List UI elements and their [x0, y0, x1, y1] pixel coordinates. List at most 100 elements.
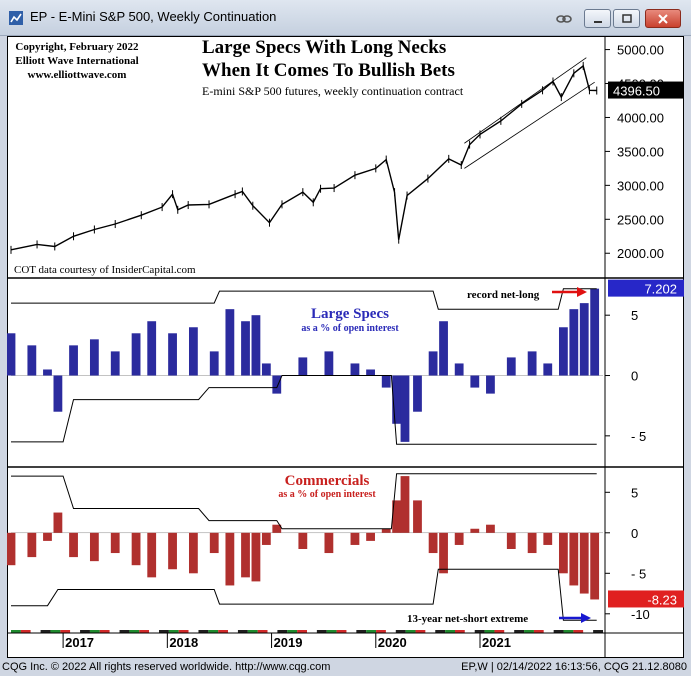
link-icon[interactable]	[550, 9, 578, 28]
specs-tick-label: 5	[631, 308, 638, 323]
comm-bar	[439, 532, 448, 574]
status-bar: CQG Inc. © 2022 All rights reserved worl…	[0, 658, 691, 676]
time-strip-segment	[287, 630, 298, 633]
minimize-icon	[593, 20, 602, 23]
specs-bar	[272, 375, 282, 394]
net-short-extreme-arrowhead	[581, 613, 591, 623]
specs-bar	[590, 288, 600, 376]
record-net-long-arrowhead	[577, 287, 587, 297]
specs-subtitle: as a % of open interest	[301, 323, 399, 334]
specs-bar	[428, 351, 438, 376]
time-strip-segment	[228, 630, 238, 633]
comm-bar	[543, 532, 553, 545]
time-strip-segment	[257, 630, 268, 633]
time-strip-segment	[70, 630, 81, 633]
specs-bar	[527, 351, 537, 376]
x-tick-label: 2017	[65, 635, 94, 650]
specs-bar	[251, 315, 261, 376]
time-strip-segment	[553, 630, 564, 633]
specs-bar	[131, 333, 141, 376]
time-strip-segment	[50, 630, 61, 633]
minimize-button[interactable]	[584, 9, 611, 28]
comm-bar	[241, 532, 250, 578]
comm-bar	[486, 524, 495, 533]
time-strip-segment	[99, 630, 110, 633]
comm-bar	[506, 532, 516, 549]
specs-bar	[53, 375, 63, 412]
time-strip-segment	[218, 630, 229, 633]
time-strip-segment	[464, 630, 475, 633]
comm-envelope-upper	[11, 473, 597, 530]
time-strip-segment	[366, 630, 377, 633]
price-tick-label: 4000.00	[617, 110, 664, 125]
comm-bar	[569, 532, 579, 586]
comm-bar	[454, 532, 464, 545]
comm-last-value-box	[608, 590, 684, 608]
channel-lower-line	[464, 81, 595, 169]
time-strip-segment	[543, 630, 554, 633]
chart-canvas: 5000.004500.004000.003500.003000.002500.…	[7, 36, 684, 658]
time-strip-segment	[494, 630, 505, 633]
time-strip-segment	[129, 630, 140, 633]
x-tick-label: 2019	[274, 635, 303, 650]
time-strip-segment	[297, 630, 307, 633]
comm-bar	[53, 512, 63, 533]
specs-bar	[188, 327, 198, 376]
chart-subtitle: E-mini S&P 500 futures, weekly continuat…	[202, 84, 464, 98]
specs-bar	[69, 345, 78, 376]
comm-bar	[558, 532, 568, 574]
time-strip-segment	[89, 630, 100, 633]
specs-bar	[110, 351, 120, 376]
time-strip-segment	[11, 630, 21, 633]
specs-bar	[241, 321, 250, 376]
price-last-value: 4396.50	[613, 84, 660, 99]
specs-bar	[470, 375, 480, 388]
chart-frame: 5000.004500.004000.003500.003000.002500.…	[7, 36, 684, 658]
comm-bar	[251, 532, 261, 582]
time-strip-segment	[159, 630, 169, 633]
comm-bar	[413, 500, 422, 533]
time-strip-segment	[415, 630, 426, 633]
time-strip-segment	[40, 630, 51, 633]
specs-bar	[225, 309, 235, 376]
comm-bar	[7, 532, 16, 566]
comm-bar	[272, 524, 282, 533]
comm-tick-label: 0	[631, 526, 638, 541]
specs-bar	[543, 363, 553, 376]
close-button[interactable]	[645, 9, 681, 28]
time-strip-segment	[267, 630, 278, 633]
specs-bar	[454, 363, 464, 376]
time-strip-segment	[326, 630, 337, 633]
comm-bar	[43, 532, 52, 541]
specs-bar	[400, 375, 410, 442]
chart-title-line-1: Large Specs With Long Necks	[202, 37, 446, 58]
data-credit: COT data courtesy of InsiderCapital.com	[14, 264, 196, 276]
comm-bar	[27, 532, 37, 558]
comm-title: Commercials	[285, 473, 370, 489]
close-icon	[658, 13, 668, 24]
time-strip-segment	[208, 630, 219, 633]
specs-title: Large Specs	[311, 306, 389, 322]
time-strip-segment	[168, 630, 179, 633]
comm-bar	[168, 532, 177, 570]
price-tick-label: 5000.00	[617, 43, 664, 58]
comm-bar	[392, 500, 402, 533]
comm-bar	[579, 532, 589, 594]
specs-bar	[147, 321, 157, 376]
specs-bar	[261, 363, 271, 376]
specs-annotation: record net-long	[467, 289, 540, 301]
time-strip-segment	[80, 630, 90, 633]
time-strip-segment	[346, 630, 357, 633]
maximize-button[interactable]	[613, 9, 640, 28]
specs-bar	[89, 339, 99, 376]
comm-bar	[69, 532, 78, 558]
comm-bar	[110, 532, 120, 554]
window-title: EP - E-Mini S&P 500, Weekly Continuation	[30, 9, 277, 24]
time-strip-segment	[573, 630, 584, 633]
specs-bar	[381, 375, 391, 388]
comm-bar	[590, 532, 600, 600]
time-strip-segment	[474, 630, 485, 633]
comm-bar	[188, 532, 198, 574]
x-tick-label: 2018	[169, 635, 198, 650]
price-tick-label: 2500.00	[617, 212, 664, 227]
